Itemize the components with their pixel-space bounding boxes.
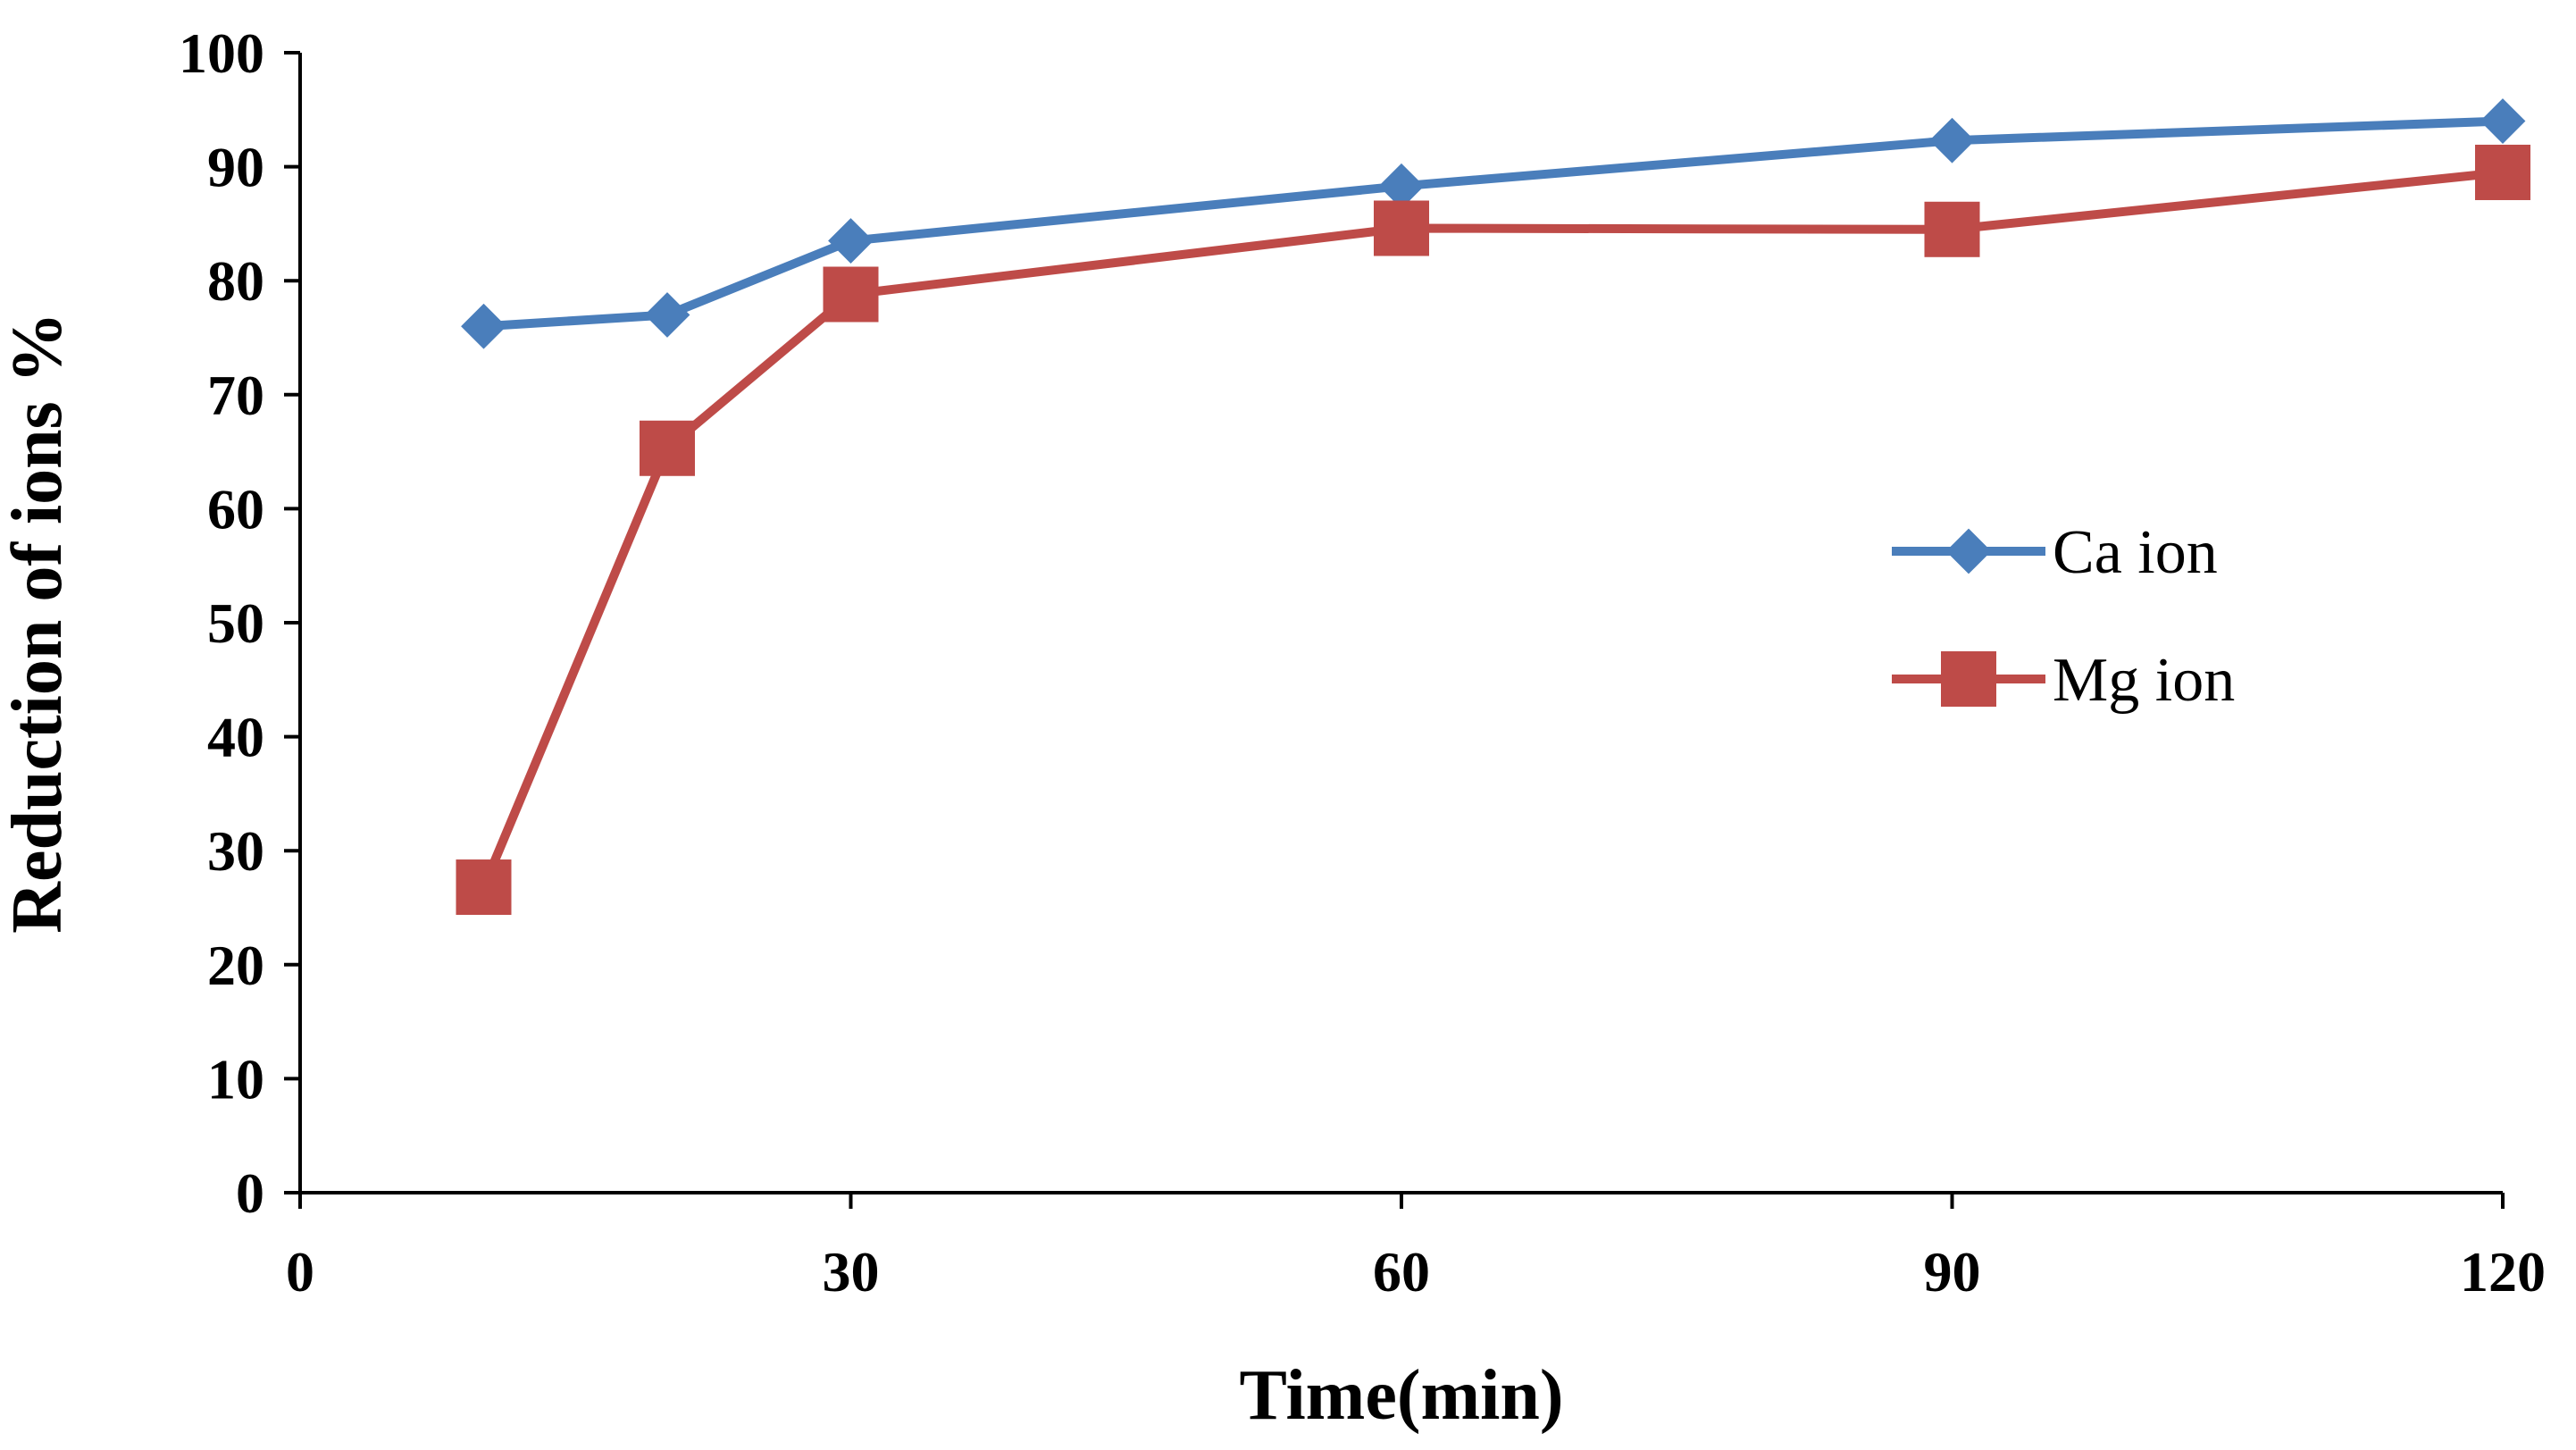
- series-layer: [456, 98, 2530, 916]
- series-line: [479, 168, 2504, 889]
- x-tick-label: 90: [1924, 1240, 1981, 1303]
- data-point: [640, 420, 695, 476]
- legend-marker: [1945, 528, 1992, 574]
- data-point: [2480, 98, 2526, 144]
- data-point: [823, 266, 879, 323]
- y-tick-label: 90: [207, 136, 264, 199]
- series-line: [483, 116, 2504, 331]
- legend-entry: Ca ion: [1892, 518, 2218, 587]
- data-point: [828, 218, 874, 264]
- y-tick-label: 0: [236, 1161, 264, 1225]
- y-tick-label: 20: [207, 934, 264, 997]
- axes: 0 10 20 30 40 50 60 70 80 90 100 0 30 60 90 120: [179, 21, 2546, 1303]
- data-point: [2475, 144, 2530, 200]
- legend-label: Mg ion: [2053, 646, 2235, 715]
- y-tick-label: 10: [207, 1047, 264, 1111]
- y-tick-label: 50: [207, 591, 264, 655]
- x-tick-label: 0: [286, 1240, 314, 1303]
- data-point: [1924, 201, 1980, 257]
- series-mg-ion: [456, 144, 2530, 916]
- legend-entry: Mg ion: [1892, 646, 2235, 715]
- legend-marker: [1941, 651, 1996, 707]
- data-point: [456, 859, 512, 916]
- y-tick-label: 30: [207, 819, 264, 883]
- data-point: [461, 303, 506, 349]
- legend: Ca ion Mg ion: [1892, 518, 2235, 715]
- x-tick-label: 30: [823, 1240, 880, 1303]
- data-point: [1374, 200, 1429, 256]
- data-point: [644, 292, 690, 338]
- y-tick-label: 70: [207, 364, 264, 427]
- y-tick-label: 40: [207, 706, 264, 769]
- x-tick-label: 60: [1373, 1240, 1430, 1303]
- legend-label: Ca ion: [2053, 518, 2218, 587]
- x-tick-label: 120: [2460, 1240, 2546, 1303]
- y-tick-label: 80: [207, 249, 264, 313]
- x-axis-title: Time(min): [1240, 1356, 1564, 1435]
- y-axis-title: Reduction of ions %: [0, 312, 77, 934]
- y-tick-label: 60: [207, 477, 264, 541]
- data-point: [1929, 117, 1975, 163]
- series-ca-ion: [461, 98, 2526, 349]
- y-tick-label: 100: [179, 21, 264, 85]
